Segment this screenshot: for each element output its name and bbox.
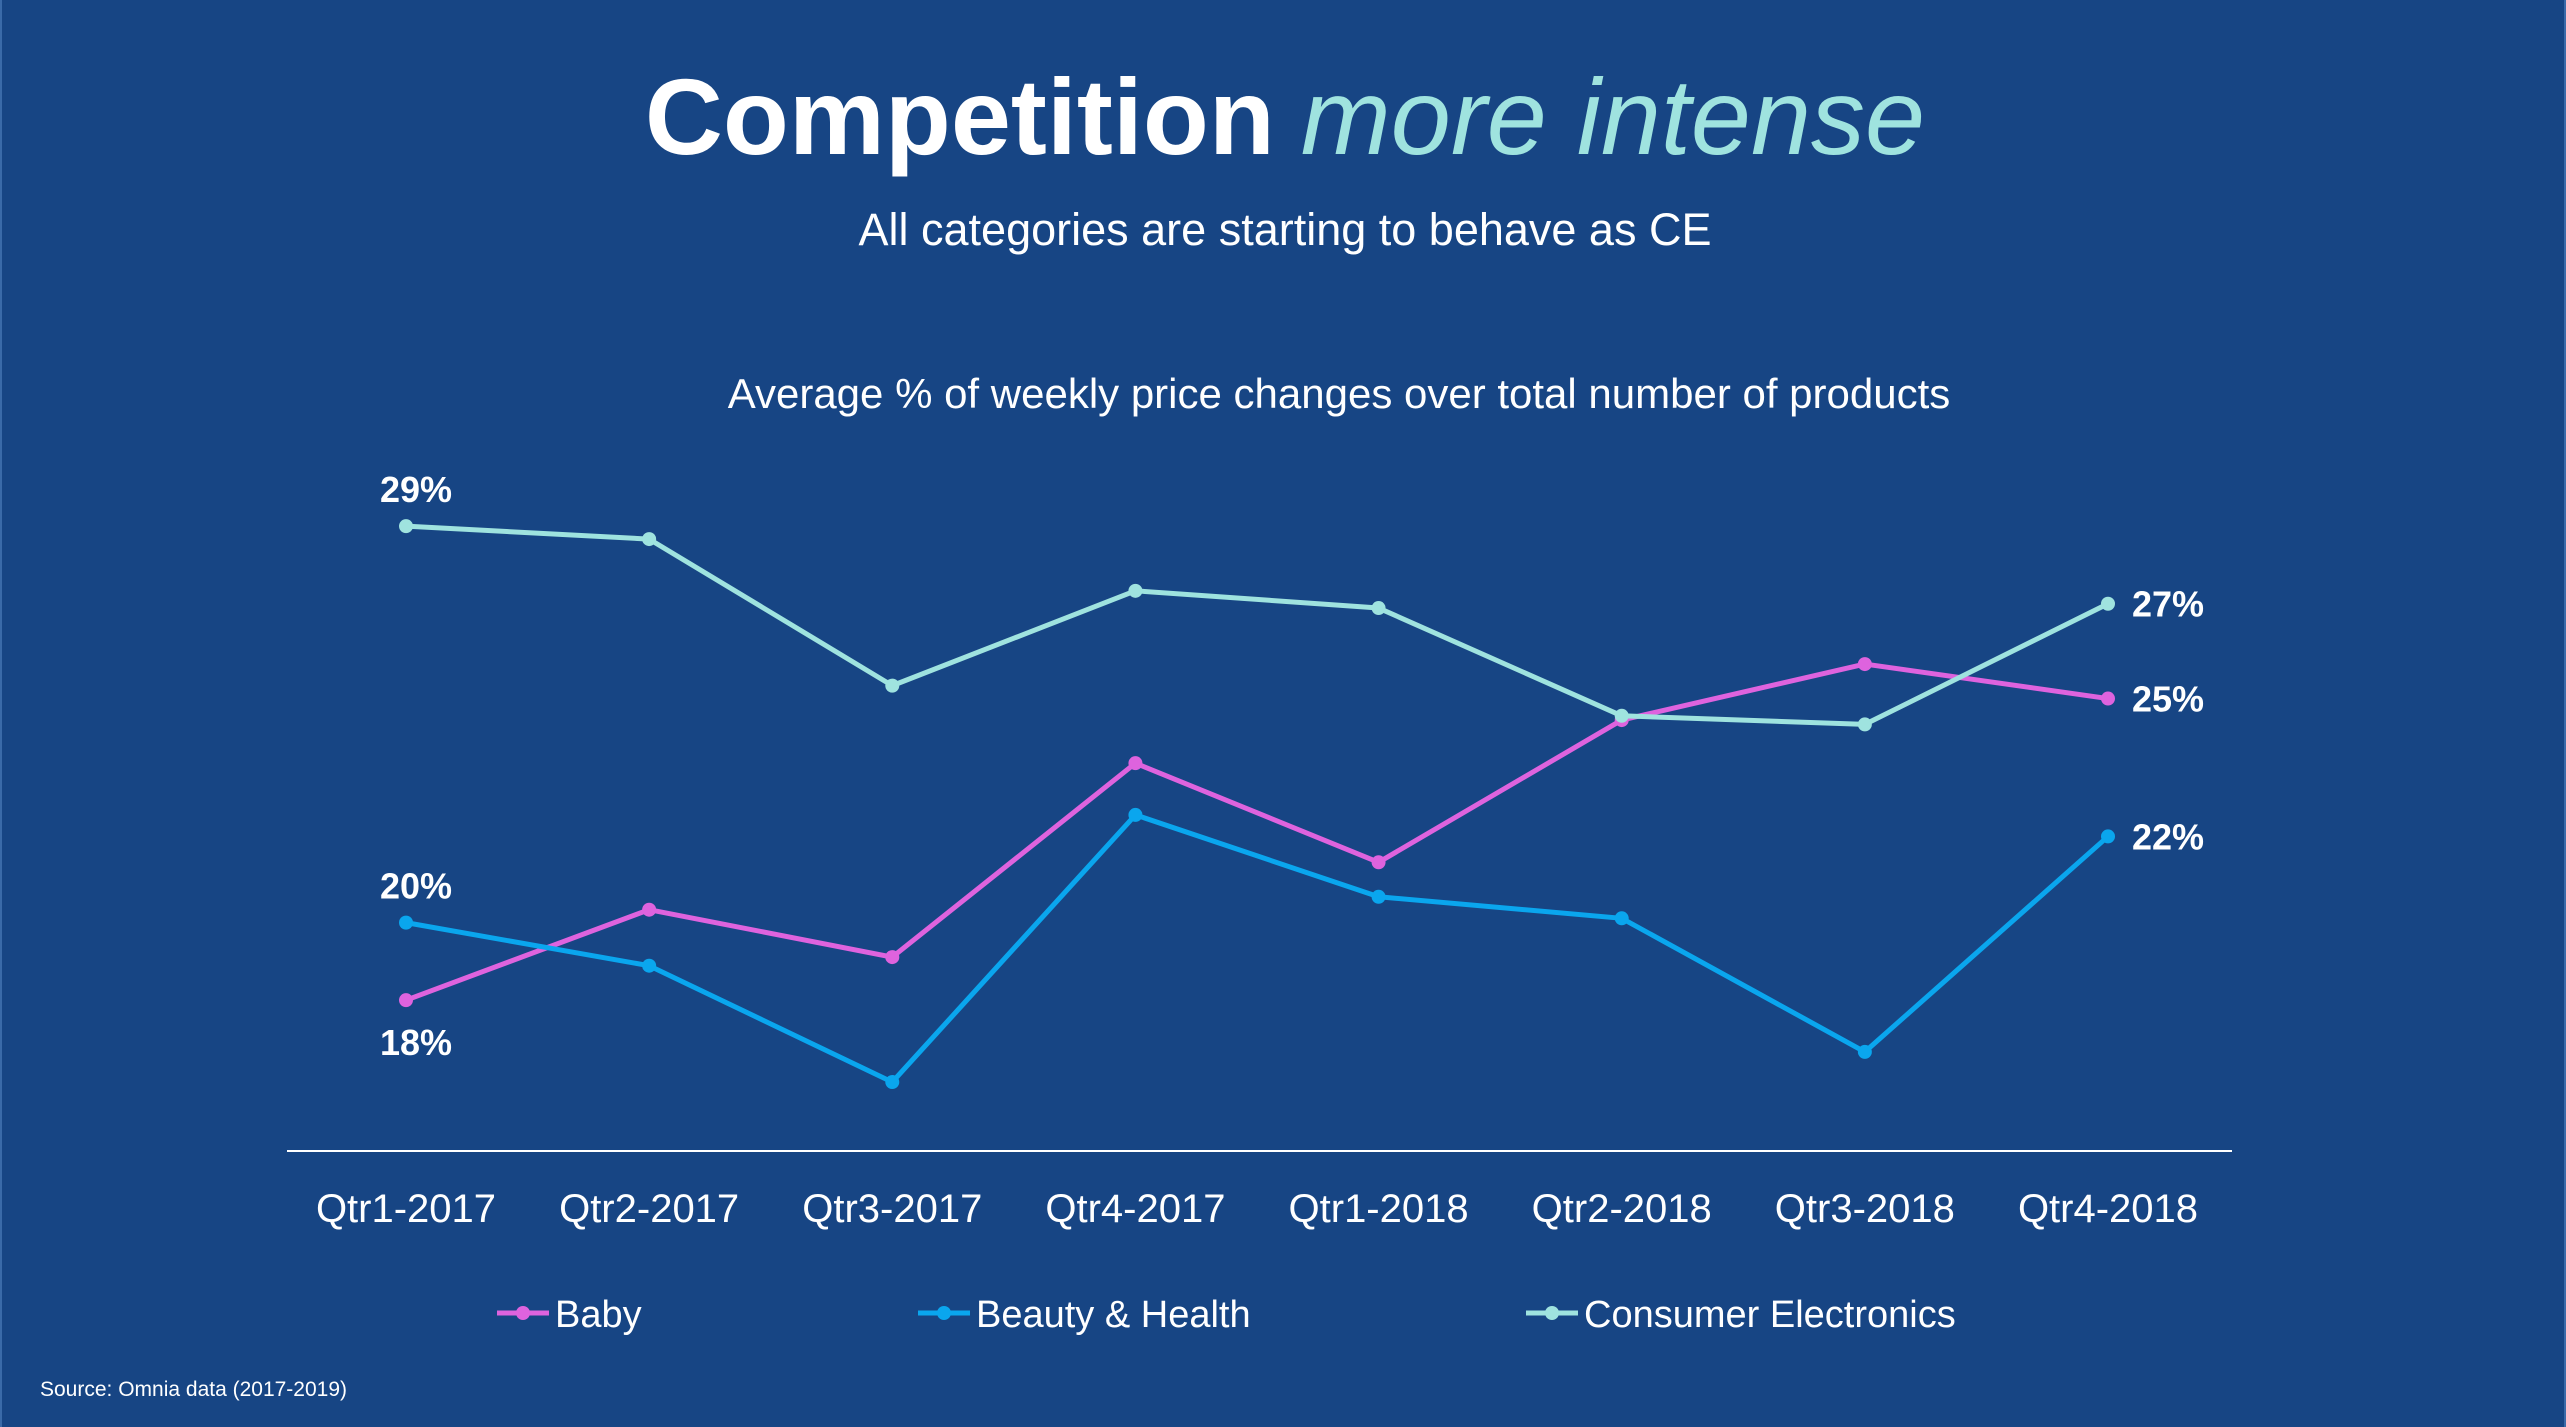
legend-label: Beauty & Health bbox=[976, 1294, 1251, 1336]
data-point-beauty-health bbox=[1128, 807, 1143, 822]
data-label: 20% bbox=[380, 866, 452, 907]
data-point-baby bbox=[2101, 691, 2115, 706]
data-point-beauty-health bbox=[885, 1075, 900, 1090]
data-label: 29% bbox=[380, 469, 452, 510]
data-point-consumer-electronics bbox=[1614, 708, 1629, 723]
legend-item: Beauty & Health bbox=[918, 1294, 1251, 1336]
data-point-consumer-electronics bbox=[1857, 717, 1872, 732]
data-point-consumer-electronics bbox=[642, 532, 657, 547]
legend-swatch-dot bbox=[937, 1306, 951, 1320]
page-title: Competition more intense bbox=[2, 52, 2566, 182]
source-note: Source: Omnia data (2017-2019) bbox=[40, 1378, 348, 1401]
data-label: 18% bbox=[380, 1022, 452, 1063]
x-tick-label: Qtr2-2017 bbox=[559, 1187, 739, 1231]
title-light: more intense bbox=[1300, 56, 1926, 177]
x-tick-label: Qtr3-2017 bbox=[802, 1187, 982, 1231]
legend-swatch-dot bbox=[516, 1306, 530, 1320]
data-point-consumer-electronics bbox=[399, 519, 413, 534]
title-bold: Competition bbox=[644, 56, 1275, 177]
data-point-baby bbox=[642, 902, 657, 917]
legend-swatch-dot bbox=[1545, 1306, 1559, 1320]
data-point-beauty-health bbox=[1371, 889, 1386, 904]
data-point-beauty-health bbox=[399, 915, 413, 930]
data-point-beauty-health bbox=[1614, 911, 1629, 926]
data-point-baby bbox=[1857, 657, 1872, 672]
series-line-baby bbox=[403, 661, 2111, 1003]
data-point-baby bbox=[1371, 855, 1386, 870]
data-label: 27% bbox=[2132, 584, 2204, 625]
data-point-beauty-health bbox=[1857, 1044, 1872, 1059]
data-point-consumer-electronics bbox=[885, 678, 900, 693]
series-line-consumer-electronics bbox=[403, 523, 2111, 727]
data-point-consumer-electronics bbox=[1371, 601, 1386, 616]
x-tick-label: Qtr3-2018 bbox=[1775, 1187, 1955, 1231]
x-tick-label: Qtr4-2017 bbox=[1045, 1187, 1225, 1231]
series-line-beauty-health bbox=[403, 812, 2111, 1085]
data-point-baby bbox=[1128, 756, 1143, 771]
data-point-consumer-electronics bbox=[1128, 583, 1143, 598]
data-label: 25% bbox=[2132, 679, 2204, 720]
subtitle: All categories are starting to behave as… bbox=[858, 204, 1712, 255]
data-point-consumer-electronics bbox=[2101, 596, 2115, 611]
legend-label: Consumer Electronics bbox=[1584, 1294, 1956, 1336]
data-point-baby bbox=[399, 993, 413, 1008]
legend-label: Baby bbox=[555, 1294, 642, 1336]
data-point-beauty-health bbox=[642, 958, 657, 973]
data-point-beauty-health bbox=[2101, 829, 2115, 844]
x-tick-label: Qtr1-2017 bbox=[316, 1187, 496, 1231]
chart-title: Average % of weekly price changes over t… bbox=[727, 370, 1951, 417]
x-tick-label: Qtr1-2018 bbox=[1289, 1187, 1469, 1231]
x-tick-label: Qtr4-2018 bbox=[2018, 1187, 2198, 1231]
legend-item: Baby bbox=[497, 1294, 642, 1336]
legend-item: Consumer Electronics bbox=[1526, 1294, 1956, 1336]
x-tick-label: Qtr2-2018 bbox=[1532, 1187, 1712, 1231]
data-point-baby bbox=[885, 950, 900, 965]
data-label: 22% bbox=[2132, 816, 2204, 857]
